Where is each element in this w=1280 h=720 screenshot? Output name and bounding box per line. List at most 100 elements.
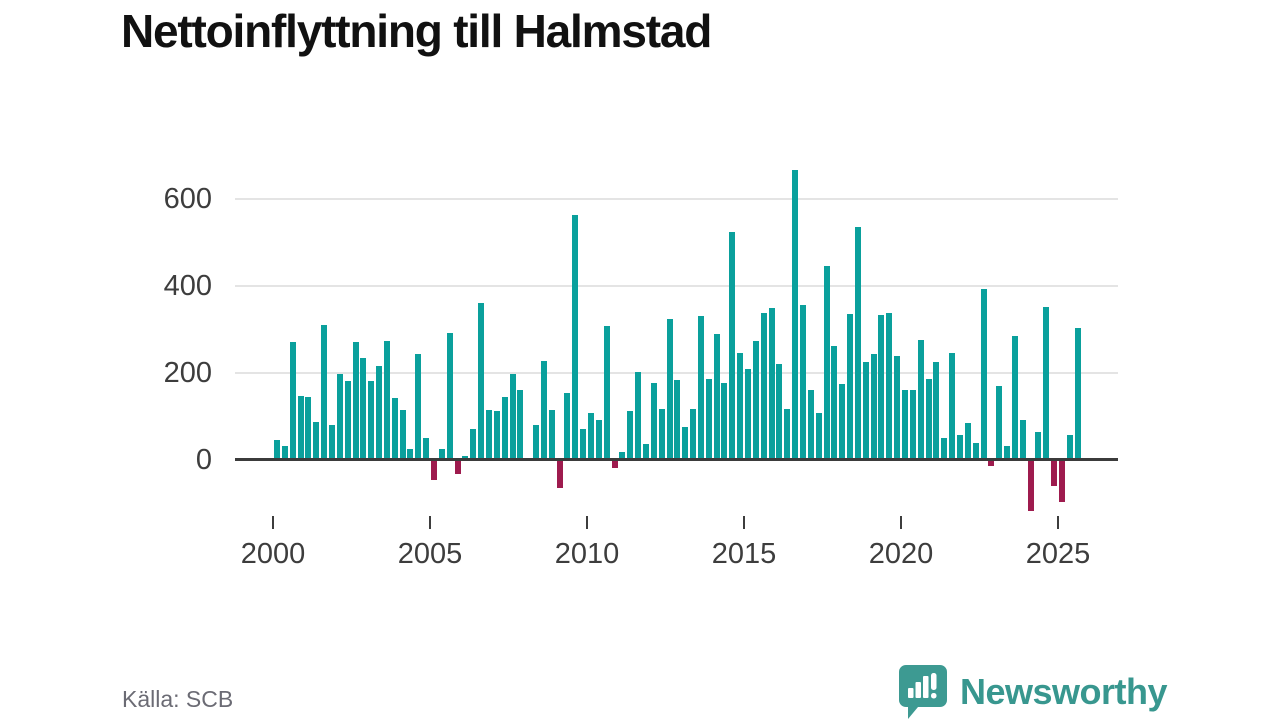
bar-2018-Q2 [847,313,854,460]
bar-2005-Q2 [438,449,445,460]
logo-wordmark: Newsworthy [960,671,1168,712]
bar-2016-Q2 [784,409,791,460]
bar-2022-Q1 [964,423,971,460]
bar-2010-Q2 [595,419,602,460]
x-tick-2020 [900,516,902,529]
bar-2003-Q2 [376,366,383,460]
bar-2021-Q4 [956,435,963,460]
y-axis-label-600: 600 [163,183,212,215]
source-label: Källa: SCB [122,686,234,712]
bar-2024-Q1 [1027,461,1034,512]
bar-2006-Q4 [485,410,492,460]
bar-2006-Q2 [470,428,477,460]
bar-2012-Q1 [650,382,657,460]
bar-2002-Q2 [344,380,351,460]
bar-2020-Q1 [902,389,908,460]
bar-2016-Q4 [799,305,806,460]
bar-2015-Q1 [745,369,751,460]
bar-2007-Q2 [501,397,508,460]
bar-2019-Q1 [870,353,877,460]
bar-2005-Q3 [446,332,453,460]
logo-exclamation-icon [931,673,937,690]
bar-2005-Q1 [431,461,437,481]
bar-2021-Q2 [941,438,948,460]
bar-2008-Q2 [533,425,540,460]
bar-2023-Q3 [1011,336,1018,460]
bar-2020-Q4 [925,379,932,460]
bar-2022-Q2 [972,442,979,460]
bar-2024-Q3 [1043,307,1050,460]
bar-2002-Q4 [360,357,367,460]
bar-2018-Q4 [862,362,869,460]
bar-2008-Q3 [540,360,547,460]
bar-2015-Q2 [752,340,759,460]
bar-2020-Q3 [917,339,924,460]
bar-2004-Q3 [415,354,422,460]
bar-2003-Q1 [368,380,375,460]
zero-axis-line [235,458,1118,461]
bar-2024-Q2 [1035,431,1042,460]
logo-bar-medium [915,682,921,698]
bar-2007-Q3 [509,374,516,460]
bar-2001-Q2 [313,421,320,460]
bar-2024-Q4 [1051,461,1058,486]
logo-bar-small [908,688,914,698]
bar-2015-Q3 [760,312,767,460]
bar-2010-Q1 [588,413,594,460]
bar-2019-Q3 [886,312,893,460]
bar-2013-Q1 [682,426,689,460]
bar-2019-Q4 [894,355,901,460]
bar-2014-Q1 [713,334,720,460]
bar-2023-Q2 [1004,446,1011,460]
gridline-600 [235,198,1118,200]
bar-2017-Q4 [831,346,838,460]
bar-2023-Q4 [1019,419,1026,460]
logo-speech-bubble-icon [899,665,947,719]
x-tick-2005 [429,516,431,529]
bar-2011-Q1 [619,452,626,460]
bar-2017-Q3 [823,265,830,460]
bar-2006-Q1 [462,455,469,460]
x-axis-label-2025: 2025 [1025,538,1091,570]
bar-2011-Q3 [635,371,642,460]
gridline-400 [235,285,1118,287]
bar-2000-Q4 [297,395,304,460]
bar-2004-Q4 [423,437,430,460]
bar-2014-Q4 [737,352,744,460]
bar-2018-Q1 [839,384,846,460]
bar-2016-Q3 [792,169,799,460]
bar-2007-Q1 [493,410,500,460]
bar-2012-Q3 [666,319,673,460]
logo-bar-large [923,676,929,698]
bar-2020-Q2 [909,389,916,460]
bar-2010-Q4 [611,461,618,468]
bar-2013-Q2 [690,409,697,460]
bar-2014-Q2 [721,382,728,460]
x-axis-label-2000: 2000 [240,538,306,570]
bar-2003-Q4 [391,398,398,460]
x-tick-2010 [586,516,588,529]
x-tick-2015 [743,516,745,529]
bar-2001-Q1 [305,396,312,460]
x-tick-2000 [272,516,274,529]
bar-2022-Q3 [980,289,987,460]
bar-2001-Q3 [321,324,328,460]
bar-2011-Q4 [642,443,649,460]
bar-2019-Q2 [878,314,885,460]
bar-2000-Q2 [281,446,288,460]
bar-2004-Q2 [407,448,414,460]
bar-2008-Q4 [548,410,555,460]
bar-2001-Q4 [328,425,335,460]
bar-2017-Q2 [815,413,822,460]
bar-2009-Q1 [556,461,563,488]
bar-2021-Q3 [949,352,956,460]
bar-2005-Q4 [454,461,461,475]
bar-2000-Q1 [274,439,280,460]
newsworthy-logo: Newsworthy [898,664,1168,720]
bar-2002-Q3 [352,342,359,460]
bar-2002-Q1 [336,373,343,460]
bar-2007-Q4 [517,390,524,460]
bar-2013-Q3 [697,316,704,460]
